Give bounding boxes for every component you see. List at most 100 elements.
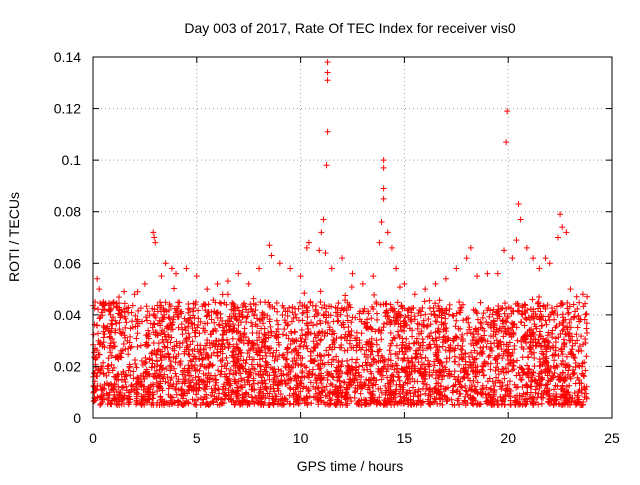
data-point xyxy=(178,386,185,393)
data-point xyxy=(238,363,245,370)
y-axis-label: ROTI / TECUs xyxy=(6,192,22,282)
data-point xyxy=(396,311,403,318)
data-point xyxy=(408,309,415,316)
data-point xyxy=(338,342,345,349)
data-point xyxy=(374,316,381,323)
data-point xyxy=(531,363,538,370)
data-point xyxy=(272,332,279,339)
data-point xyxy=(519,393,526,400)
data-point xyxy=(430,367,437,374)
data-point xyxy=(472,367,479,374)
data-point xyxy=(573,400,580,407)
data-point xyxy=(107,400,114,407)
data-point xyxy=(249,365,256,372)
data-point xyxy=(559,314,566,321)
data-point xyxy=(101,324,108,331)
data-point xyxy=(301,290,308,297)
data-point xyxy=(152,329,159,336)
data-point xyxy=(307,379,314,386)
data-point xyxy=(577,316,584,323)
data-point xyxy=(129,302,136,309)
data-point xyxy=(219,331,226,338)
data-point xyxy=(329,328,336,335)
data-point xyxy=(269,393,276,400)
data-point xyxy=(462,402,469,409)
data-point xyxy=(505,343,512,350)
data-point xyxy=(108,320,115,327)
data-point xyxy=(401,400,408,407)
data-point xyxy=(214,309,221,316)
data-point xyxy=(215,394,222,401)
axis-ticks xyxy=(92,56,613,419)
data-point xyxy=(383,387,390,394)
data-point xyxy=(384,374,391,381)
data-point xyxy=(115,383,122,390)
data-point xyxy=(545,313,552,320)
data-point xyxy=(195,315,202,322)
data-point xyxy=(426,386,433,393)
data-point xyxy=(109,321,116,328)
data-point xyxy=(491,340,498,347)
data-point xyxy=(252,394,259,401)
data-point xyxy=(224,360,231,367)
data-point xyxy=(179,367,186,374)
data-point xyxy=(127,333,134,340)
data-point xyxy=(446,301,453,308)
data-point xyxy=(195,321,202,328)
data-point xyxy=(241,393,248,400)
data-point xyxy=(575,362,582,369)
data-point xyxy=(310,394,317,401)
data-point xyxy=(310,322,317,329)
data-point xyxy=(174,314,181,321)
data-point xyxy=(345,367,352,374)
data-point xyxy=(235,345,242,352)
data-point xyxy=(308,319,315,326)
data-point xyxy=(349,356,356,363)
data-point xyxy=(289,309,296,316)
data-point xyxy=(474,389,481,396)
data-point xyxy=(449,401,456,408)
data-point xyxy=(318,394,325,401)
data-point xyxy=(566,382,573,389)
data-point xyxy=(151,347,158,354)
data-point xyxy=(281,326,288,333)
data-point xyxy=(179,331,186,338)
data-point xyxy=(167,367,174,374)
data-point xyxy=(419,361,426,368)
data-point xyxy=(106,328,113,335)
data-point xyxy=(259,380,266,387)
data-point xyxy=(189,325,196,332)
data-point xyxy=(361,305,368,312)
data-point xyxy=(363,376,370,383)
data-point xyxy=(486,313,493,320)
data-point xyxy=(562,391,569,398)
data-point xyxy=(527,383,534,390)
data-point xyxy=(323,393,330,400)
data-point xyxy=(172,355,179,362)
data-point xyxy=(250,380,257,387)
data-point xyxy=(201,329,208,336)
data-point xyxy=(267,350,274,357)
data-point xyxy=(300,343,307,350)
data-point xyxy=(132,312,139,319)
data-point xyxy=(188,386,195,393)
data-point xyxy=(302,395,309,402)
data-point xyxy=(167,376,174,383)
data-point xyxy=(245,373,252,380)
data-point xyxy=(471,383,478,390)
data-point xyxy=(124,337,131,344)
data-point xyxy=(163,399,170,406)
data-point xyxy=(381,357,388,364)
data-point xyxy=(404,376,411,383)
data-point xyxy=(451,353,458,360)
data-point xyxy=(108,317,115,324)
data-point xyxy=(434,369,441,376)
y-tick-label: 0.14 xyxy=(54,49,81,65)
data-point xyxy=(323,162,330,169)
data-point xyxy=(391,394,398,401)
data-point xyxy=(286,304,293,311)
data-point xyxy=(498,379,505,386)
data-point xyxy=(110,364,117,371)
data-point xyxy=(134,343,141,350)
data-point xyxy=(194,396,201,403)
